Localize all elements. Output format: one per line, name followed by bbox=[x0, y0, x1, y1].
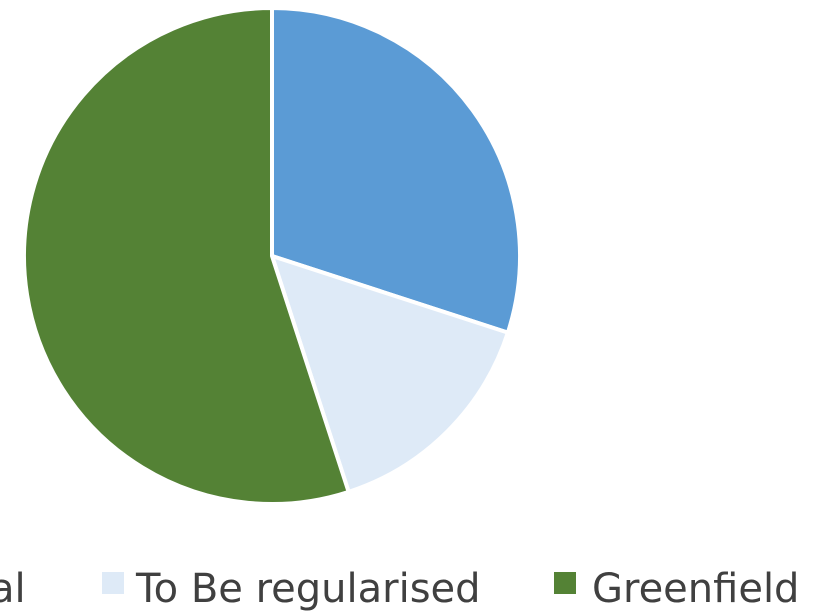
legend-label-to-be-regularised: To Be regularised bbox=[135, 566, 481, 611]
chart-legend: al To Be regularised Greenfield bbox=[0, 566, 799, 611]
legend-swatch-to-be-regularised bbox=[102, 572, 124, 594]
pie-slice-greenfield bbox=[22, 6, 351, 506]
legend-label-truncated: al bbox=[0, 566, 26, 611]
pie-slice-regularised bbox=[270, 6, 522, 335]
legend-swatch-greenfield bbox=[554, 572, 576, 594]
pie-slices bbox=[22, 6, 522, 506]
legend-label-greenfield: Greenfield bbox=[592, 566, 799, 611]
